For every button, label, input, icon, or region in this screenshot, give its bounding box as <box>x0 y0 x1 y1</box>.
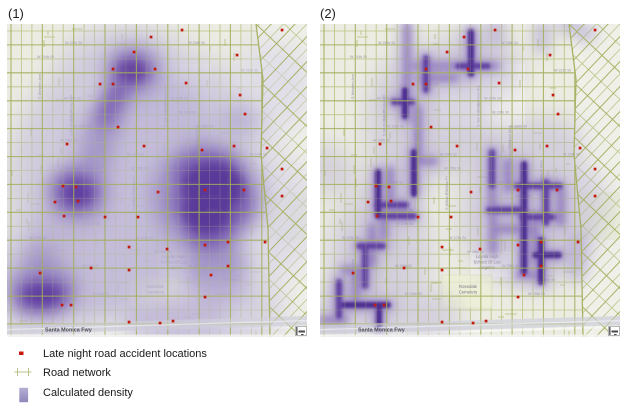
svg-text:Calculated density: Calculated density <box>43 387 133 399</box>
svg-text:(2): (2) <box>320 6 336 21</box>
svg-text:(1): (1) <box>8 6 24 21</box>
svg-text:Road network: Road network <box>43 367 111 379</box>
svg-text:Late night road accident locat: Late night road accident locations <box>43 348 207 360</box>
